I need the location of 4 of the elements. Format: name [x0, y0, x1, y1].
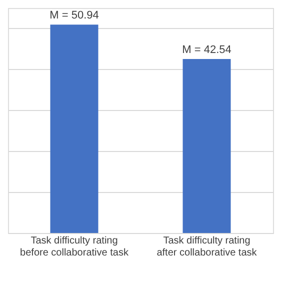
- data-label: M = 50.94: [50, 10, 99, 22]
- x-tick-label: Task difficulty rating before collaborative task: [20, 236, 130, 258]
- x-tick-label: Task difficulty rating after collaborative task: [156, 236, 258, 258]
- data-label: M = 42.54: [182, 44, 232, 56]
